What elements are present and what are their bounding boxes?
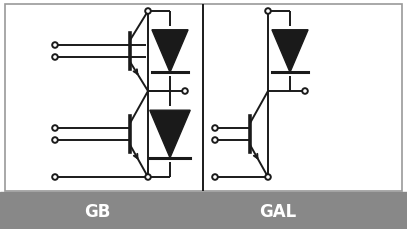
Polygon shape: [152, 31, 188, 73]
Circle shape: [212, 138, 218, 143]
Circle shape: [52, 55, 58, 60]
Circle shape: [52, 174, 58, 180]
Circle shape: [52, 43, 58, 49]
Bar: [0, 192, 407, 229]
Circle shape: [265, 174, 271, 180]
Polygon shape: [272, 31, 308, 73]
Circle shape: [212, 126, 218, 131]
Bar: [5, 5, 402, 191]
Text: GB: GB: [84, 202, 110, 220]
Circle shape: [265, 9, 271, 15]
Circle shape: [182, 89, 188, 94]
Text: GAL: GAL: [259, 202, 297, 220]
Circle shape: [145, 9, 151, 15]
Circle shape: [145, 174, 151, 180]
Circle shape: [212, 174, 218, 180]
Circle shape: [52, 126, 58, 131]
Circle shape: [302, 89, 308, 94]
Circle shape: [52, 138, 58, 143]
Polygon shape: [150, 111, 190, 158]
